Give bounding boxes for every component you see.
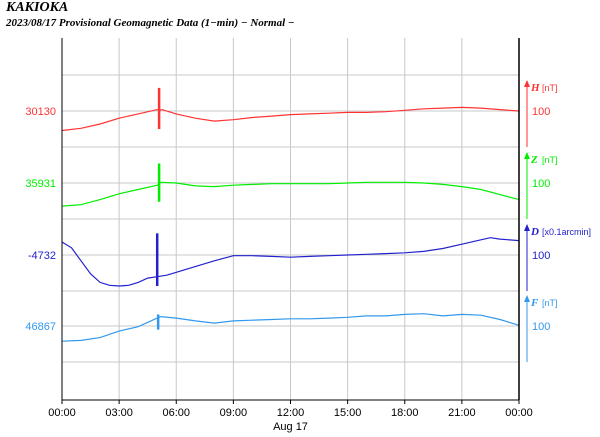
scale-arrowhead-F: [524, 295, 530, 302]
baseline-label-F: 46867: [25, 321, 56, 333]
scale-arrowhead-D: [524, 224, 530, 231]
component-unit-Z: [nT]: [542, 155, 558, 165]
scale-label-H: 100: [532, 106, 550, 118]
scale-arrowhead-H: [524, 80, 530, 87]
x-tick-label: 06:00: [162, 407, 190, 419]
label-layer: 00:00 03:00 06:00 09:00 12:00 15:00 18:00 21:00…: [25, 82, 591, 433]
baseline-label-H: 30130: [25, 106, 56, 118]
scale-label-Z: 100: [532, 178, 550, 190]
series-line-F: [61, 313, 520, 342]
component-name-F: F: [530, 297, 539, 309]
x-tick-label: 21:00: [448, 407, 476, 419]
station-title: KAKIOKA: [6, 0, 69, 15]
chart-subtitle: 2023/08/17 Provisional Geomagnetic Data …: [6, 17, 295, 29]
component-unit-D: [x0.1arcmin]: [542, 227, 591, 237]
grid-layer: [62, 38, 519, 400]
component-name-Z: Z: [530, 154, 538, 166]
component-unit-F: [nT]: [542, 298, 558, 308]
series-line-H: [61, 106, 520, 132]
x-tick-label: 00:00: [48, 407, 76, 419]
series-line-Z: [61, 181, 520, 207]
series-layer: [61, 87, 520, 342]
component-unit-H: [nT]: [542, 83, 558, 93]
component-name-D: D: [530, 226, 539, 238]
scale-label-F: 100: [532, 321, 550, 333]
component-name-H: H: [530, 82, 540, 94]
x-tick-label: 00:00: [505, 407, 533, 419]
x-tick-label: 18:00: [391, 407, 419, 419]
series-line-D: [61, 237, 520, 287]
x-axis-label: Aug 17: [273, 421, 308, 433]
scale-label-D: 100: [532, 250, 550, 262]
x-tick-label: 15:00: [334, 407, 362, 419]
scale-arrowhead-Z: [524, 152, 530, 159]
x-tick-label: 09:00: [220, 407, 248, 419]
baseline-label-Z: 35931: [25, 178, 56, 190]
x-tick-label: 12:00: [277, 407, 305, 419]
baseline-label-D: -4732: [28, 250, 56, 262]
x-tick-label: 03:00: [105, 407, 133, 419]
frame-layer: [61, 38, 530, 404]
